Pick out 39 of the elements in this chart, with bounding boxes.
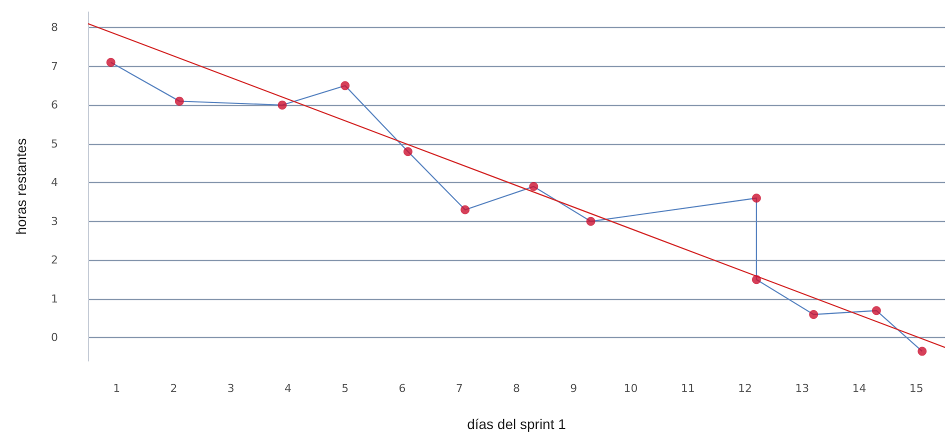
y-tick-label: 3: [51, 214, 58, 228]
point: [460, 205, 470, 214]
point: [529, 182, 538, 191]
point: [918, 346, 927, 356]
point: [403, 147, 412, 156]
y-tick-label: 4: [51, 176, 58, 190]
point: [106, 58, 116, 67]
x-tick-label: 12: [738, 382, 752, 395]
x-tick-label: 6: [398, 382, 406, 395]
point: [278, 100, 287, 110]
point: [340, 81, 350, 90]
point: [752, 275, 761, 284]
x-tick-label: 8: [513, 382, 520, 395]
y-tick-label: 0: [51, 331, 58, 344]
y-tick-label: 5: [51, 137, 58, 150]
x-tick-label: 7: [456, 382, 463, 395]
x-tick-label: 1: [113, 382, 120, 395]
point: [809, 310, 818, 319]
x-tick-label: 14: [852, 382, 866, 395]
point: [174, 96, 184, 106]
x-tick-label: 11: [680, 382, 695, 395]
x-tick-label: 13: [795, 382, 810, 395]
point: [586, 216, 596, 226]
x-tick-label: 4: [284, 382, 292, 395]
x-tick-label: 15: [909, 382, 924, 395]
point: [752, 194, 761, 203]
x-tick-label: 2: [170, 382, 178, 395]
y-tick-label: 7: [51, 60, 58, 73]
x-tick-label: 9: [570, 382, 578, 395]
point: [872, 306, 881, 316]
x-tick-label: 5: [342, 382, 349, 395]
x-axis-title: días del sprint 1: [467, 416, 566, 432]
y-tick-label: 8: [51, 21, 58, 34]
y-tick-label: 6: [51, 98, 58, 112]
x-tick-label: 10: [624, 382, 638, 395]
y-tick-label: 1: [51, 292, 58, 306]
y-tick-label: 2: [51, 254, 58, 267]
y-axis-title: horas restantes: [13, 138, 29, 235]
x-tick-label: 3: [227, 382, 234, 395]
